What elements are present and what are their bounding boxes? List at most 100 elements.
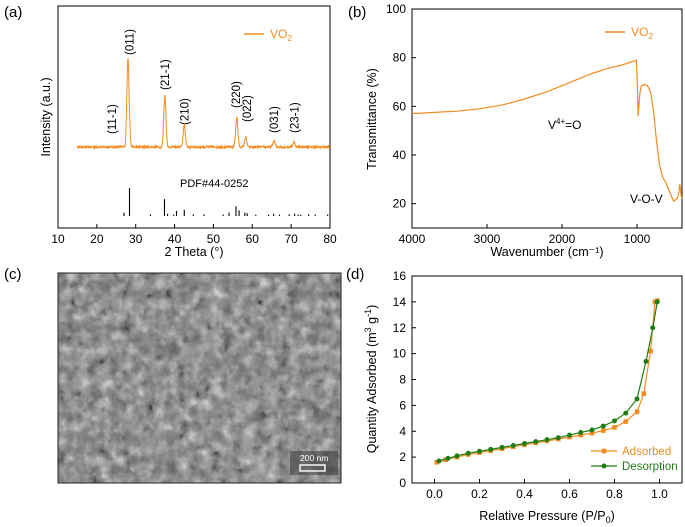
panel-d-ytick-label: 4	[399, 424, 406, 438]
desorption-point	[654, 299, 660, 305]
sem-image	[57, 272, 342, 484]
panel-a-xtick-label: 70	[284, 232, 298, 246]
adsorbed-point	[443, 457, 449, 463]
panel-a-legend-text: VO2	[270, 27, 292, 43]
panel-d-ytick-label: 10	[393, 347, 407, 361]
desorption-point	[544, 437, 550, 443]
panel-d-ytick-label: 8	[399, 373, 406, 387]
scale-bar	[299, 464, 326, 472]
panel-a-ref-label: PDF#44-0252	[180, 178, 249, 190]
desorption-point	[465, 450, 471, 456]
adsorbed-point	[641, 391, 647, 397]
desorption-point	[510, 442, 516, 448]
panel-a-frame	[57, 5, 331, 229]
legend-label-adsorbed: Adsorbed	[622, 446, 671, 458]
panel-d-series	[434, 298, 660, 465]
panel-b-ytick-label: 40	[393, 148, 407, 162]
panel-d-xtick-label: 0.2	[471, 487, 488, 501]
panel-a-xtick-label: 80	[323, 232, 337, 246]
panel-d-xlabel: Relative Pressure (P/P0)	[479, 509, 615, 525]
peak-label: (011)	[124, 29, 136, 55]
panel-a-xtick-label: 50	[207, 232, 221, 246]
desorption-point	[445, 455, 451, 461]
scale-bar-label: 200 nm	[300, 453, 328, 463]
desorption-point	[634, 396, 640, 402]
panel-d-ytick-label: 0	[399, 476, 406, 490]
adsorbed-point	[589, 430, 595, 436]
panel-d-ytick-label: 12	[393, 321, 407, 335]
panel-b-vo2-series	[411, 59, 683, 203]
desorption-point	[436, 458, 442, 464]
desorption-point	[578, 430, 584, 436]
panel-d-xtick-label: 0.6	[561, 487, 578, 501]
panel-b-legend-text: VO2	[631, 25, 653, 41]
panel-b-ytick-label: 20	[393, 197, 407, 211]
panel-a-xtick-label: 30	[129, 232, 143, 246]
peak-label: (220)	[231, 81, 243, 108]
panel-d-ticks: 0.0 0.2 0.4 0.6 0.8 1.0 0 2 4 6 8 10 12 14 16	[393, 269, 669, 501]
adsorbed-point	[600, 428, 606, 433]
panel-d-ytick-label: 16	[393, 269, 407, 283]
panel-a-x-ticks: 10 20 30 40 50 60 70 80	[51, 224, 337, 246]
panel-b-ytick-label: 60	[393, 99, 407, 113]
panel-a-xtick-label: 20	[90, 232, 104, 246]
peak-label: (031)	[269, 106, 281, 133]
panel-a-vo2-series	[76, 58, 331, 150]
desorption-point	[555, 435, 561, 441]
legend-marker-adsorbed	[601, 448, 607, 454]
panel-d-xtick-label: 0.8	[606, 487, 623, 501]
panel-b-ytick-label: 80	[393, 51, 407, 65]
panel-a-xtick-label: 60	[246, 232, 260, 246]
desorption-point	[477, 448, 482, 454]
peak-label: (21-1)	[160, 59, 172, 90]
desorption-point	[589, 427, 595, 433]
desorption-point	[623, 410, 629, 416]
panel-d: (d) 0.0 0.2 0.4 0.6 0.8 1.0 0 2 4 6 8 10 12 14 16 Rela…	[346, 266, 683, 525]
panel-b: (b) 4000 3000 2000 1000 20 40 60 80 100 Wavenumb…	[348, 2, 683, 259]
panel-a-xlabel: 2 Theta (°)	[165, 245, 224, 259]
desorption-point	[533, 439, 539, 445]
panel-b-ytick-label: 100	[386, 2, 406, 16]
desorption-line	[438, 301, 658, 462]
panel-c: (c) 200 nm	[4, 266, 342, 484]
panel-b-annotation-vov: V-O-V	[630, 192, 663, 206]
panel-a: (a) 10 20 30 40 50 60 70 80 2 Theta (°) Intensi…	[4, 4, 337, 259]
panel-a-peak-labels: (11-1) (011) (21-1) (210) (220)(022) (031) (23…	[107, 29, 302, 134]
panel-b-label: (b)	[348, 4, 366, 21]
panel-a-xtick-label: 40	[168, 232, 182, 246]
adsorbed-point	[623, 419, 629, 424]
panel-a-label: (a)	[4, 4, 22, 21]
panel-d-ylabel: Quantity Adsorbed (m3 g-1)	[363, 305, 379, 454]
panel-b-ylabel: Transmittance (%)	[365, 68, 379, 170]
desorption-point	[612, 418, 617, 424]
panel-b-ticks: 4000 3000 2000 1000 20 40 60 80 100	[386, 2, 651, 246]
panel-a-ylabel: Intensity (a.u.)	[39, 77, 53, 156]
desorption-point	[454, 453, 460, 459]
panel-b-xtick-label: 4000	[399, 232, 426, 246]
panel-b-xlabel: Wavenumber (cm⁻¹)	[490, 245, 603, 259]
panel-c-label: (c)	[4, 266, 22, 283]
adsorbed-point	[434, 460, 440, 465]
desorption-point	[522, 441, 527, 447]
panel-b-xtick-label: 3000	[474, 232, 501, 246]
desorption-point	[488, 446, 494, 452]
panel-d-xtick-label: 1.0	[651, 487, 668, 501]
desorption-point	[600, 423, 606, 429]
desorption-point	[567, 432, 572, 438]
panel-b-xtick-label: 1000	[624, 232, 651, 246]
legend-marker-desorption	[601, 463, 607, 469]
panel-b-xtick-label: 2000	[549, 232, 576, 246]
peak-label: (022)	[242, 95, 254, 122]
panel-b-annotation-v4o: V4+=O	[548, 117, 581, 132]
peak-label: (210)	[180, 98, 192, 125]
adsorbed-point	[578, 432, 584, 438]
panel-a-reference-pattern	[123, 188, 329, 216]
desorption-point	[499, 444, 505, 450]
panel-d-label: (d)	[346, 266, 364, 283]
panel-d-ytick-label: 2	[399, 450, 406, 464]
adsorbed-point	[634, 409, 640, 415]
panel-d-ytick-label: 6	[399, 398, 406, 412]
panel-d-ytick-label: 14	[393, 295, 407, 309]
panel-d-legend: Adsorbed Desorption	[591, 446, 678, 473]
